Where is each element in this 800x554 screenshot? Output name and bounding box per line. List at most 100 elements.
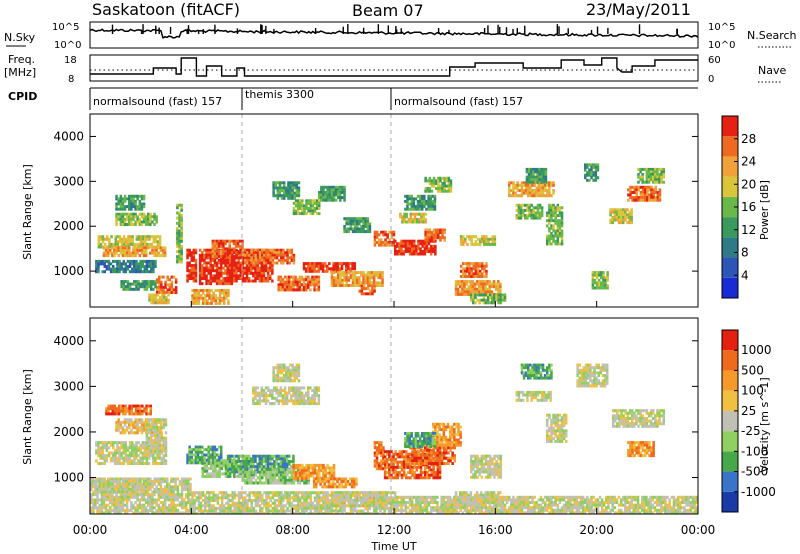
power-cell: [233, 264, 236, 268]
power-cell: [319, 262, 323, 266]
velocity-cell: [101, 448, 104, 452]
power-cell: [382, 243, 385, 247]
power-cell: [302, 288, 306, 292]
power-cell: [118, 265, 121, 268]
power-cell: [147, 265, 151, 268]
power-cell: [262, 271, 266, 275]
power-cell: [307, 264, 310, 268]
velocity-cell: [318, 471, 321, 475]
power-cell: [237, 274, 240, 278]
velocity-cell: [250, 481, 253, 485]
velocity-cell: [138, 420, 142, 424]
power-cell: [358, 281, 361, 285]
velocity-cell: [128, 454, 132, 458]
velocity-cell: [321, 485, 324, 489]
velocity-cell: [145, 439, 149, 443]
power-cell: [154, 262, 157, 266]
power-cell: [226, 264, 230, 268]
power-cell: [337, 193, 340, 197]
power-cell: [462, 242, 465, 246]
power-cell: [114, 267, 117, 271]
velocity-cell: [235, 454, 238, 458]
power-cell: [546, 214, 549, 218]
power-cell: [558, 226, 562, 230]
power-cell: [613, 210, 617, 214]
power-cell: [149, 215, 152, 219]
power-cell: [233, 248, 236, 252]
velocity-cell: [198, 456, 202, 460]
power-cell: [654, 191, 657, 194]
power-cell: [358, 284, 361, 287]
velocity-cell: [194, 453, 198, 457]
power-cell: [531, 189, 534, 192]
power-cell: [220, 250, 223, 253]
power-cell: [197, 289, 201, 292]
power-cell: [439, 184, 442, 188]
power-cell: [604, 276, 607, 280]
velocity-cell: [117, 412, 121, 416]
power-cell: [548, 216, 551, 220]
power-cell: [188, 269, 191, 273]
power-cell: [266, 266, 270, 270]
power-cell: [480, 290, 483, 294]
power-cell: [119, 220, 123, 224]
power-cell: [201, 291, 205, 295]
power-cell: [454, 282, 458, 286]
velocity-cell: [156, 462, 159, 465]
velocity-cell: [265, 473, 268, 477]
power-cell: [517, 211, 521, 215]
power-cell: [309, 209, 313, 213]
power-cell: [423, 205, 426, 209]
power-cell: [475, 287, 479, 291]
velocity-cell: [284, 473, 287, 477]
power-cell: [105, 259, 109, 263]
power-cell: [278, 186, 282, 190]
power-cell: [131, 287, 134, 291]
velocity-cell: [299, 466, 302, 470]
power-cell: [417, 239, 420, 243]
power-cell: [619, 208, 623, 212]
power-cell: [430, 238, 434, 242]
power-cell: [422, 215, 425, 219]
power-cell: [360, 230, 363, 234]
power-cell: [488, 280, 492, 284]
velocity-cell: [186, 453, 189, 457]
power-cell: [262, 266, 266, 270]
power-cell: [128, 251, 131, 255]
power-cell: [152, 282, 155, 286]
power-cell: [147, 262, 151, 266]
power-cell: [145, 262, 149, 266]
power-cell: [275, 261, 279, 265]
power-cell: [318, 204, 321, 208]
velocity-cell: [233, 457, 236, 461]
power-cell: [158, 285, 161, 289]
power-cell: [176, 260, 179, 264]
power-cell: [213, 252, 217, 256]
power-cell: [360, 225, 363, 228]
velocity-cell: [383, 463, 387, 467]
power-cell: [161, 251, 165, 255]
power-cell: [309, 262, 312, 266]
power-cell: [164, 291, 167, 294]
power-cell: [407, 217, 410, 221]
power-cell: [384, 238, 387, 242]
power-cell: [130, 212, 133, 216]
power-cell: [220, 291, 224, 295]
power-cell: [115, 217, 118, 221]
velocity-cell: [112, 443, 115, 447]
velocity-cell: [162, 441, 166, 445]
power-cell: [322, 198, 325, 202]
power-cell: [466, 264, 469, 268]
power-cell: [277, 283, 280, 287]
power-cell: [339, 196, 342, 200]
power-cell: [124, 285, 128, 289]
power-cell: [231, 279, 234, 283]
power-cell: [428, 238, 432, 242]
power-cell: [317, 288, 321, 292]
power-cell: [418, 217, 421, 221]
velocity-cell: [131, 454, 134, 458]
power-cell: [99, 262, 102, 266]
velocity-cell: [147, 462, 151, 465]
power-cell: [114, 242, 117, 246]
velocity-cell: [133, 456, 136, 460]
